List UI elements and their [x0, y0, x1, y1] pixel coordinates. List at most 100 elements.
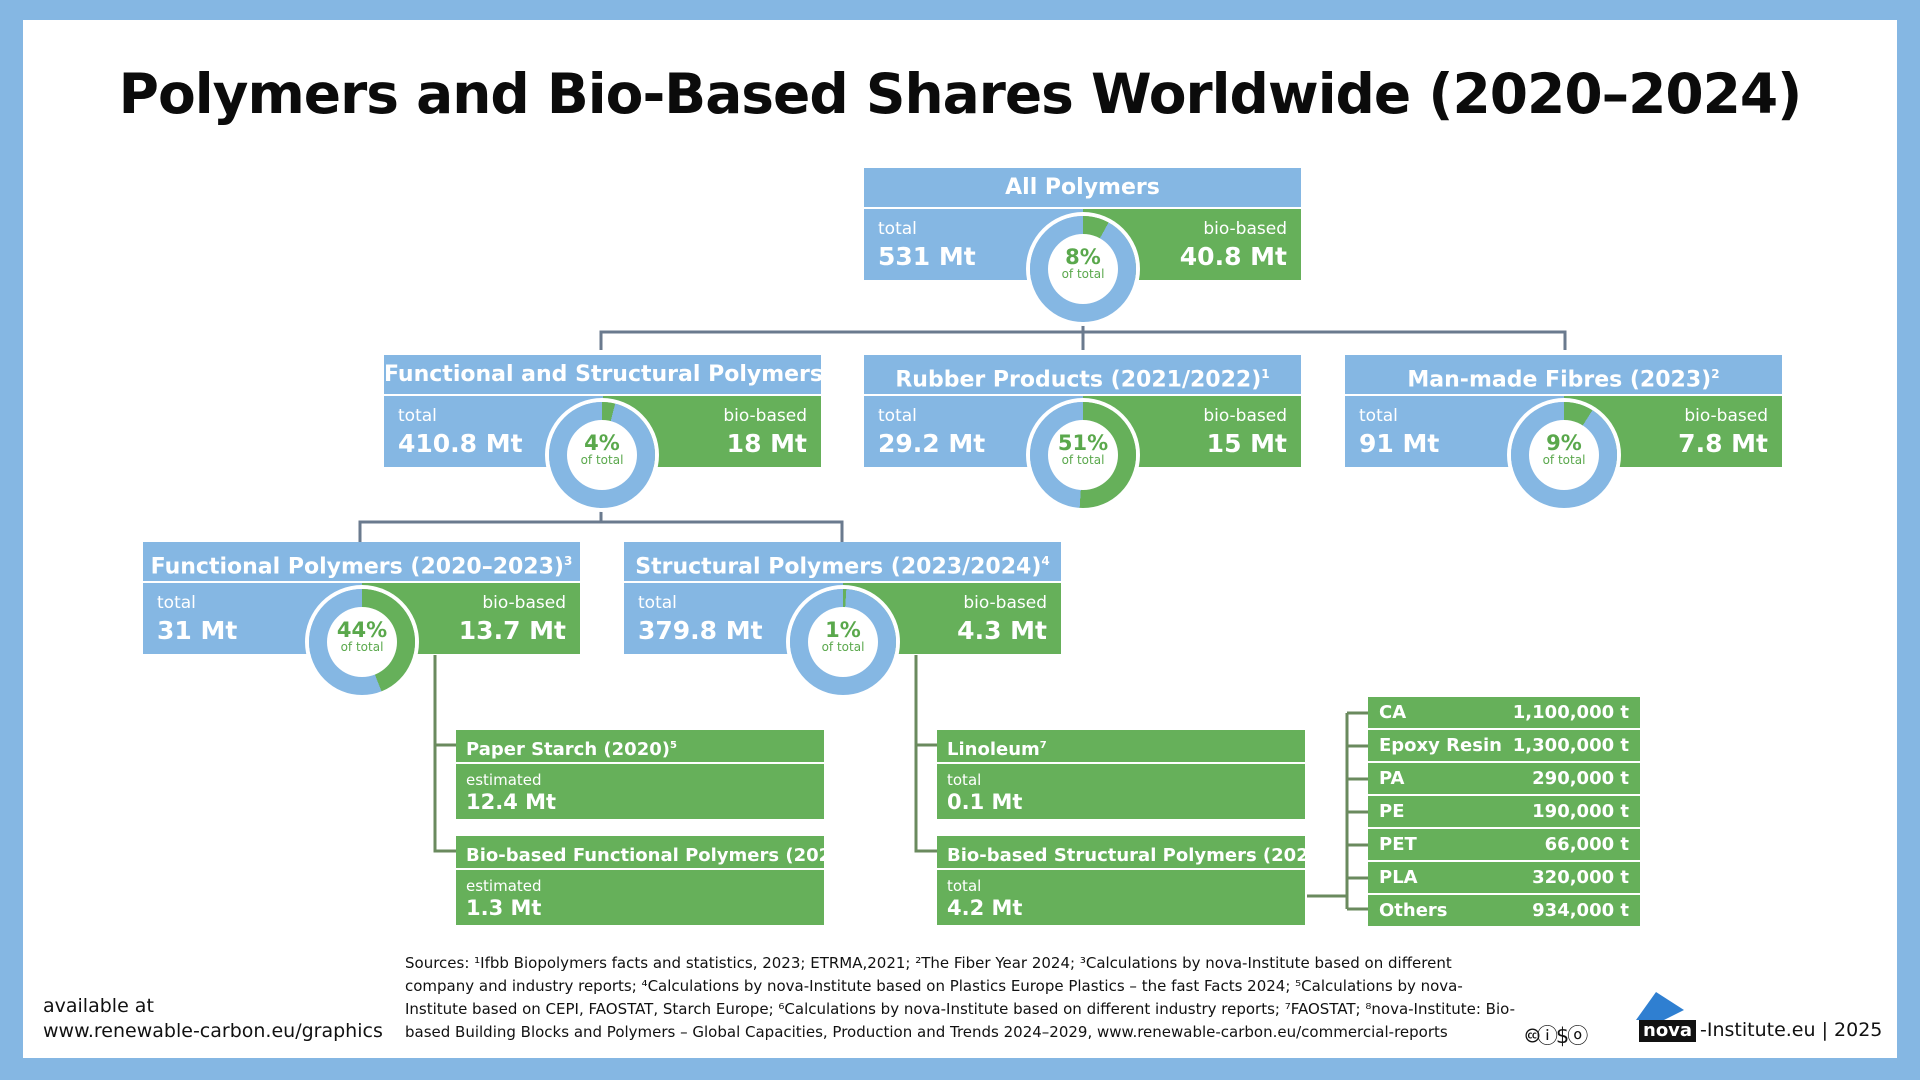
creative-commons-icon: 🅭ⓘ$ⓞ	[1526, 1024, 1588, 1048]
polymer-name: PE	[1379, 801, 1405, 822]
box-bio-based-structural: Bio-based Structural Polymers (2024)8 to…	[937, 836, 1336, 925]
bio-value: 15 Mt	[1206, 429, 1287, 458]
share-caption: of total	[1061, 267, 1105, 281]
share-percent: 51%	[1057, 431, 1109, 455]
donut-structural-polymers: 1% of total	[790, 589, 896, 695]
total-label: total	[638, 593, 677, 613]
total-label: total	[1359, 406, 1398, 426]
share-caption: of total	[1542, 453, 1586, 467]
breakdown-row: CA 1,100,000 t	[1368, 697, 1640, 728]
node-functional-structural: Functional and Structural Polymers total…	[384, 355, 823, 467]
bio-label: bio-based	[1203, 219, 1287, 239]
share-percent: 1%	[825, 618, 861, 642]
polymer-name: PET	[1379, 834, 1417, 855]
footnote-marker: 3	[563, 554, 573, 568]
donut-all-polymers: 8% of total	[1030, 216, 1136, 322]
node-title: Man-made Fibres (2023)2	[1345, 355, 1782, 394]
polymer-quantity: 190,000 t	[1532, 801, 1629, 822]
polymer-quantity: 290,000 t	[1532, 768, 1629, 789]
breakdown-table: CA 1,100,000 t Epoxy Resin 1,300,000 t PA 2…	[1368, 697, 1640, 928]
footnote-marker: 1	[1261, 367, 1270, 381]
footnote-marker: 8	[1329, 846, 1337, 857]
bio-value: 13.7 Mt	[458, 616, 566, 645]
node-structural-polymers: Structural Polymers (2023/2024)4 total 37…	[624, 542, 1061, 654]
polymer-name: Others	[1379, 900, 1448, 921]
node-functional-polymers: Functional Polymers (2020–2023)3 total 31…	[143, 542, 580, 654]
bio-value: 40.8 Mt	[1179, 242, 1287, 271]
breakdown-row: PA 290,000 t	[1368, 763, 1640, 794]
bio-value: 7.8 Mt	[1678, 429, 1768, 458]
node-all-polymers: All Polymers total 531 Mt bio-based 40.8 M…	[864, 168, 1301, 280]
connector-functional-children	[433, 655, 456, 853]
page-title: Polymers and Bio-Based Shares Worldwide …	[118, 62, 1803, 126]
total-value: 29.2 Mt	[878, 429, 986, 458]
node-rubber-products: Rubber Products (2021/2022)1 total 29.2 M…	[864, 355, 1301, 467]
total-value: 410.8 Mt	[398, 429, 523, 458]
share-percent: 4%	[584, 431, 620, 455]
polymer-quantity: 1,100,000 t	[1512, 702, 1629, 723]
brand-name: nova	[1639, 1020, 1697, 1042]
institute-site[interactable]: -Institute.eu | 2025	[1700, 1019, 1883, 1041]
box-title: Bio-based Structural Polymers (2024)8	[937, 836, 1336, 870]
breakdown-row: Epoxy Resin 1,300,000 t	[1368, 730, 1640, 761]
bio-label: bio-based	[723, 406, 807, 426]
connector-level2	[358, 506, 844, 542]
footnote-marker: 6	[851, 846, 859, 857]
nova-logo-icon	[1636, 992, 1684, 1020]
node-title: Functional and Structural Polymers	[384, 355, 823, 394]
donut-man-made-fibres: 9% of total	[1511, 402, 1617, 508]
total-label: total	[398, 406, 437, 426]
node-title: All Polymers	[864, 168, 1301, 207]
breakdown-row: Others 934,000 t	[1368, 895, 1640, 926]
box-label: total	[947, 877, 982, 895]
footer-branding: 🅭ⓘ$ⓞ nova -Institute.eu | 2025	[1526, 990, 1886, 1048]
bio-label: bio-based	[963, 593, 1047, 613]
node-title: Structural Polymers (2023/2024)4	[624, 542, 1061, 581]
box-title: Linoleum7	[937, 730, 1305, 764]
breakdown-row: PLA 320,000 t	[1368, 862, 1640, 893]
share-percent: 44%	[336, 618, 388, 642]
box-title: Paper Starch (2020)5	[456, 730, 824, 764]
node-title: Functional Polymers (2020–2023)3	[143, 542, 580, 581]
breakdown-row: PE 190,000 t	[1368, 796, 1640, 827]
box-linoleum: Linoleum7 total 0.1 Mt	[937, 730, 1305, 819]
polymer-name: Epoxy Resin	[1379, 735, 1502, 756]
bio-value: 18 Mt	[726, 429, 807, 458]
footnote-marker: 7	[1039, 740, 1047, 751]
box-value: 1.3 Mt	[466, 896, 542, 920]
share-percent: 8%	[1065, 245, 1101, 269]
total-value: 379.8 Mt	[638, 616, 763, 645]
share-caption: of total	[580, 453, 624, 467]
box-value: 0.1 Mt	[947, 790, 1023, 814]
share-caption: of total	[821, 640, 865, 654]
total-label: total	[878, 219, 917, 239]
box-title: Bio-based Functional Polymers (2022)6	[456, 836, 859, 870]
total-label: total	[157, 593, 196, 613]
footnote-marker: 4	[1041, 554, 1050, 568]
availability-label: available at	[43, 995, 154, 1017]
total-value: 31 Mt	[157, 616, 238, 645]
polymer-quantity: 320,000 t	[1532, 867, 1629, 888]
graphics-link[interactable]: www.renewable-carbon.eu/graphics	[43, 1020, 383, 1042]
footnote-marker: 5	[670, 740, 677, 751]
donut-functional-polymers: 44% of total	[309, 589, 415, 695]
box-label: estimated	[466, 877, 542, 895]
total-label: total	[878, 406, 917, 426]
polymer-name: PA	[1379, 768, 1405, 789]
donut-rubber-products: 51% of total	[1030, 402, 1136, 508]
bio-label: bio-based	[482, 593, 566, 613]
polymer-name: PLA	[1379, 867, 1418, 888]
share-percent: 9%	[1546, 431, 1582, 455]
donut-functional-structural: 4% of total	[549, 402, 655, 508]
sources-text: Sources: ¹Ifbb Biopolymers facts and sta…	[405, 954, 1515, 1041]
box-value: 4.2 Mt	[947, 896, 1023, 920]
share-caption: of total	[1061, 453, 1105, 467]
box-label: estimated	[466, 771, 542, 789]
connector-level1	[599, 318, 1567, 350]
availability-note: available at www.renewable-carbon.eu/gra…	[43, 994, 383, 1044]
share-caption: of total	[340, 640, 384, 654]
box-label: total	[947, 771, 982, 789]
polymer-name: CA	[1379, 702, 1407, 723]
bio-label: bio-based	[1203, 406, 1287, 426]
total-value: 91 Mt	[1359, 429, 1440, 458]
